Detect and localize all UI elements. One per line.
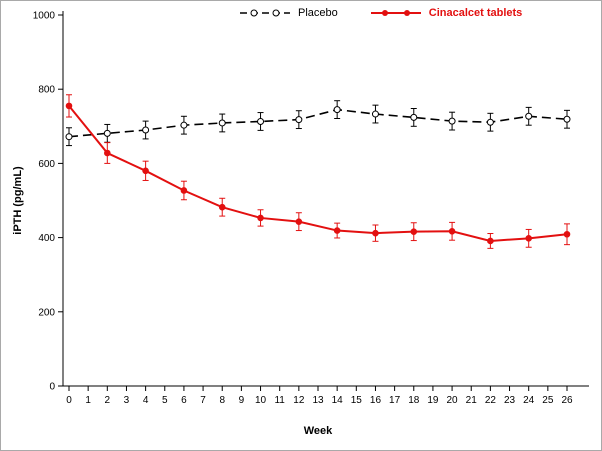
x-tick-label: 8	[219, 395, 225, 406]
y-tick-label: 400	[38, 233, 55, 244]
data-point	[448, 227, 456, 235]
data-point	[65, 102, 73, 110]
data-point	[180, 121, 188, 129]
x-tick-label: 4	[143, 395, 149, 406]
x-tick-label: 22	[485, 395, 497, 406]
y-axis-label: iPTH (pg/mL)	[12, 166, 24, 235]
cinacalcet-line-sample	[370, 10, 421, 16]
x-tick-label: 26	[561, 395, 573, 406]
data-point	[525, 112, 533, 120]
x-axis-label: Week	[304, 425, 333, 437]
x-tick-label: 15	[351, 395, 363, 406]
data-point	[218, 203, 226, 211]
x-tick-label: 5	[162, 395, 168, 406]
data-point	[295, 116, 303, 124]
data-point	[333, 227, 341, 234]
data-point	[486, 118, 494, 126]
x-tick-label: 2	[105, 395, 111, 406]
legend-label-cinacalcet: Cinacalcet tablets	[428, 7, 523, 19]
data-point	[295, 218, 303, 225]
x-tick-label: 13	[312, 395, 324, 406]
data-point	[104, 149, 111, 157]
y-tick-label: 1000	[33, 11, 56, 22]
x-tick-label: 11	[274, 395, 285, 406]
data-point	[487, 237, 494, 245]
data-point	[218, 119, 226, 127]
chart-legend: Placebo Cinacalcet tablets	[239, 7, 522, 19]
x-tick-label: 18	[408, 395, 420, 406]
legend-item-placebo: Placebo	[239, 7, 338, 19]
y-tick-label: 0	[49, 382, 55, 393]
x-tick-label: 23	[504, 395, 516, 406]
data-point	[142, 167, 149, 175]
data-point	[448, 117, 456, 125]
x-tick-label: 24	[523, 395, 535, 406]
x-tick-label: 20	[447, 395, 459, 406]
y-tick-label: 600	[38, 159, 55, 170]
data-point	[257, 117, 265, 125]
x-tick-label: 9	[239, 395, 245, 406]
data-point	[103, 129, 111, 137]
data-point	[563, 115, 571, 123]
placebo-line-sample	[240, 9, 290, 17]
x-tick-label: 19	[427, 395, 439, 406]
x-tick-label: 16	[370, 395, 382, 406]
data-point	[410, 113, 418, 121]
series-cinacalcet	[65, 94, 571, 249]
y-tick-label: 200	[38, 307, 55, 318]
data-point	[333, 106, 341, 114]
x-tick-label: 3	[124, 395, 130, 406]
data-point	[410, 228, 418, 235]
data-point	[525, 235, 532, 242]
x-tick-label: 25	[542, 395, 554, 406]
x-tick-label: 1	[85, 395, 91, 406]
x-tick-label: 14	[332, 395, 344, 406]
series-placebo	[65, 100, 571, 147]
series-line	[68, 105, 568, 242]
y-tick-label: 800	[38, 85, 55, 96]
data-point	[142, 126, 150, 134]
x-tick-label: 10	[255, 395, 267, 406]
data-point	[65, 133, 73, 141]
data-point	[372, 229, 379, 237]
data-point	[180, 187, 188, 194]
data-point	[371, 110, 379, 118]
x-tick-label: 0	[66, 395, 72, 406]
legend-item-cinacalcet: Cinacalcet tablets	[370, 7, 523, 19]
x-tick-label: 21	[466, 395, 478, 406]
x-tick-label: 7	[200, 395, 206, 406]
x-tick-label: 6	[181, 395, 187, 406]
x-tick-label: 17	[389, 395, 401, 406]
x-tick-label: 12	[293, 395, 305, 406]
legend-label-placebo: Placebo	[298, 7, 338, 19]
data-point	[257, 214, 264, 222]
data-point	[563, 230, 571, 238]
